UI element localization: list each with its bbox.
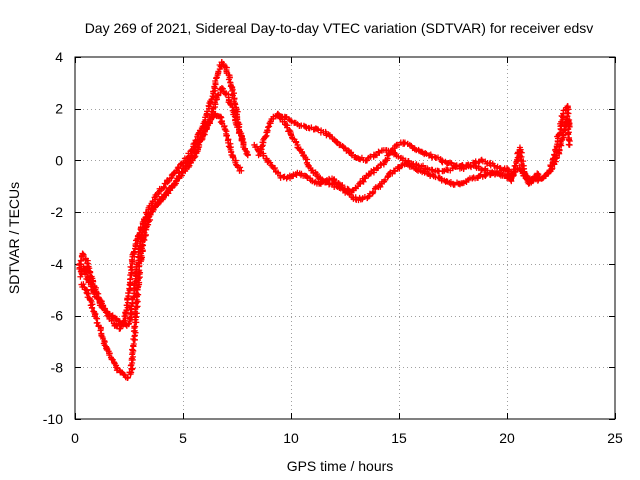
data-point — [91, 289, 98, 296]
data-point — [125, 289, 132, 296]
data-point — [85, 290, 92, 297]
data-point — [130, 340, 137, 347]
data-point — [80, 281, 87, 288]
y-tick-label: -2 — [51, 204, 64, 220]
y-tick-label: -6 — [51, 308, 64, 324]
data-point — [346, 191, 353, 198]
data-point — [225, 76, 232, 83]
data-point — [547, 163, 554, 170]
data-point — [264, 127, 271, 134]
chart-title: Day 269 of 2021, Sidereal Day-to-day VTE… — [85, 20, 594, 36]
data-point — [211, 99, 218, 106]
data-point — [94, 295, 101, 302]
data-point — [94, 319, 101, 326]
x-tick-label: 5 — [179, 430, 187, 446]
y-tick-label: 4 — [55, 49, 63, 65]
data-point — [315, 126, 322, 133]
x-axis-label: GPS time / hours — [287, 458, 394, 474]
data-point — [80, 251, 87, 258]
data-point — [323, 178, 330, 185]
axis-ticks: 0 5 10 15 20 25 -10 -8 -6 -4 -2 0 2 4 — [43, 49, 623, 446]
data-point — [219, 85, 226, 92]
data-point — [130, 335, 137, 342]
x-tick-label: 0 — [71, 430, 79, 446]
data-point — [457, 181, 464, 188]
data-point — [113, 364, 120, 371]
data-point — [79, 250, 86, 257]
data-point — [260, 152, 267, 159]
data-point — [242, 147, 249, 154]
data-point — [326, 181, 333, 188]
data-point — [375, 148, 382, 155]
data-point — [244, 152, 251, 159]
data-point — [422, 149, 429, 156]
data-point — [130, 294, 137, 301]
data-point — [178, 168, 185, 175]
data-point — [223, 132, 230, 139]
x-tick-label: 25 — [607, 430, 623, 446]
data-point — [240, 139, 247, 146]
data-point — [121, 313, 128, 320]
data-points — [76, 59, 573, 382]
y-axis-label: SDTVAR / TECUs — [6, 182, 22, 294]
data-point — [124, 374, 131, 381]
data-point — [89, 305, 96, 312]
data-point — [370, 188, 377, 195]
plot-frame — [74, 56, 616, 420]
data-point — [160, 183, 167, 190]
series-track-3 — [77, 85, 247, 329]
y-tick-label: 2 — [55, 101, 63, 117]
data-point — [222, 126, 229, 133]
series-track-2 — [78, 110, 245, 382]
data-point — [294, 144, 301, 151]
y-tick-label: -4 — [51, 256, 64, 272]
data-point — [360, 178, 367, 185]
data-point — [220, 60, 227, 67]
x-tick-label: 15 — [391, 430, 407, 446]
data-point — [566, 141, 573, 148]
data-point — [97, 327, 104, 334]
y-tick-label: 0 — [55, 152, 63, 168]
data-point — [262, 133, 269, 140]
data-point — [565, 131, 572, 138]
data-point — [272, 165, 279, 172]
data-point — [264, 124, 271, 131]
data-point — [293, 139, 300, 146]
data-point — [238, 167, 245, 174]
data-point — [335, 180, 342, 187]
data-point — [365, 193, 372, 200]
grid-lines — [75, 57, 615, 419]
x-tick-label: 20 — [499, 430, 515, 446]
data-point — [93, 294, 100, 301]
data-point — [127, 309, 134, 316]
data-point — [129, 346, 136, 353]
series-track-7 — [504, 103, 573, 187]
data-point — [313, 172, 320, 179]
x-tick-label: 10 — [283, 430, 299, 446]
data-point — [551, 151, 558, 158]
data-point — [174, 175, 181, 182]
y-tick-label: -8 — [51, 359, 64, 375]
y-tick-label: -10 — [43, 411, 63, 427]
data-point — [120, 371, 127, 378]
data-point — [277, 174, 284, 181]
data-point — [83, 270, 90, 277]
